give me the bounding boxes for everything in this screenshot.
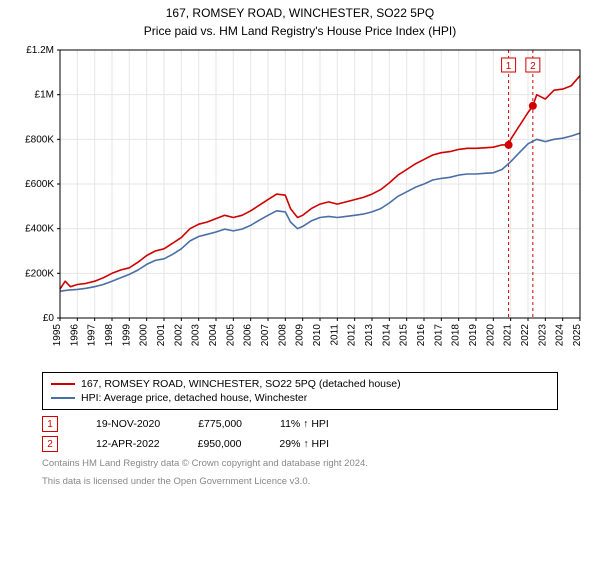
price-chart: 1 2 £0 £200K £400K £600K £800K £1M £1.2M 1995 1996… [0, 40, 600, 370]
svg-text:1999: 1999 [121, 324, 132, 347]
svg-text:2018: 2018 [451, 324, 462, 347]
marker-badge-1: 1 [42, 416, 58, 432]
svg-text:2014: 2014 [381, 324, 392, 347]
sale-delta-1: 11% ↑ HPI [280, 418, 329, 430]
svg-text:2004: 2004 [208, 324, 219, 347]
title-sub: Price paid vs. HM Land Registry's House … [0, 24, 600, 38]
svg-text:2011: 2011 [329, 324, 340, 346]
svg-text:2020: 2020 [485, 324, 496, 347]
sale-date-2: 12-APR-2022 [96, 438, 160, 450]
svg-text:2012: 2012 [347, 324, 358, 347]
sale-date-1: 19-NOV-2020 [96, 418, 160, 430]
svg-text:£600K: £600K [25, 179, 54, 190]
svg-text:2008: 2008 [277, 324, 288, 347]
svg-text:2000: 2000 [139, 324, 150, 347]
svg-text:2003: 2003 [191, 324, 202, 347]
sale-price-1: £775,000 [198, 418, 242, 430]
svg-text:1: 1 [506, 61, 512, 72]
svg-text:£0: £0 [43, 313, 55, 324]
legend-label-property: 167, ROMSEY ROAD, WINCHESTER, SO22 5PQ (… [81, 378, 401, 390]
svg-text:2007: 2007 [260, 324, 271, 347]
svg-text:2019: 2019 [468, 324, 479, 347]
marker-badge-2: 2 [42, 436, 58, 452]
svg-text:£400K: £400K [25, 224, 54, 235]
svg-text:1998: 1998 [104, 324, 115, 347]
svg-text:£200K: £200K [25, 268, 54, 279]
svg-text:2022: 2022 [520, 324, 531, 347]
legend-label-hpi: HPI: Average price, detached house, Winc… [81, 392, 307, 404]
svg-text:2023: 2023 [537, 324, 548, 347]
legend-row-property: 167, ROMSEY ROAD, WINCHESTER, SO22 5PQ (… [51, 377, 549, 391]
svg-text:£1M: £1M [35, 90, 54, 101]
svg-text:2013: 2013 [364, 324, 375, 347]
title-main: 167, ROMSEY ROAD, WINCHESTER, SO22 5PQ [0, 6, 600, 20]
svg-text:2009: 2009 [295, 324, 306, 347]
svg-text:1995: 1995 [52, 324, 63, 347]
sale-row-1: 1 19-NOV-2020 £775,000 11% ↑ HPI [42, 416, 558, 432]
svg-text:£1.2M: £1.2M [26, 45, 54, 56]
svg-text:2024: 2024 [555, 324, 566, 347]
svg-text:1996: 1996 [69, 324, 80, 347]
svg-text:2025: 2025 [572, 324, 583, 347]
footer-line-2: This data is licensed under the Open Gov… [42, 476, 558, 488]
footer-line-1: Contains HM Land Registry data © Crown c… [42, 458, 558, 470]
sale-price-2: £950,000 [198, 438, 242, 450]
sale-delta-2: 29% ↑ HPI [279, 438, 329, 450]
svg-text:2005: 2005 [225, 324, 236, 347]
svg-text:2002: 2002 [173, 324, 184, 347]
sale-row-2: 2 12-APR-2022 £950,000 29% ↑ HPI [42, 436, 558, 452]
svg-text:2001: 2001 [156, 324, 167, 347]
svg-text:2015: 2015 [399, 324, 410, 347]
legend-swatch-property [51, 383, 75, 385]
svg-text:1997: 1997 [87, 324, 98, 347]
svg-text:2010: 2010 [312, 324, 323, 347]
svg-text:£800K: £800K [25, 134, 54, 145]
svg-text:2021: 2021 [503, 324, 514, 347]
legend-box: 167, ROMSEY ROAD, WINCHESTER, SO22 5PQ (… [42, 372, 558, 410]
legend-swatch-hpi [51, 397, 75, 399]
svg-text:2: 2 [530, 61, 536, 72]
svg-text:2006: 2006 [243, 324, 254, 347]
svg-text:2016: 2016 [416, 324, 427, 347]
svg-text:2017: 2017 [433, 324, 444, 347]
legend-row-hpi: HPI: Average price, detached house, Winc… [51, 391, 549, 405]
